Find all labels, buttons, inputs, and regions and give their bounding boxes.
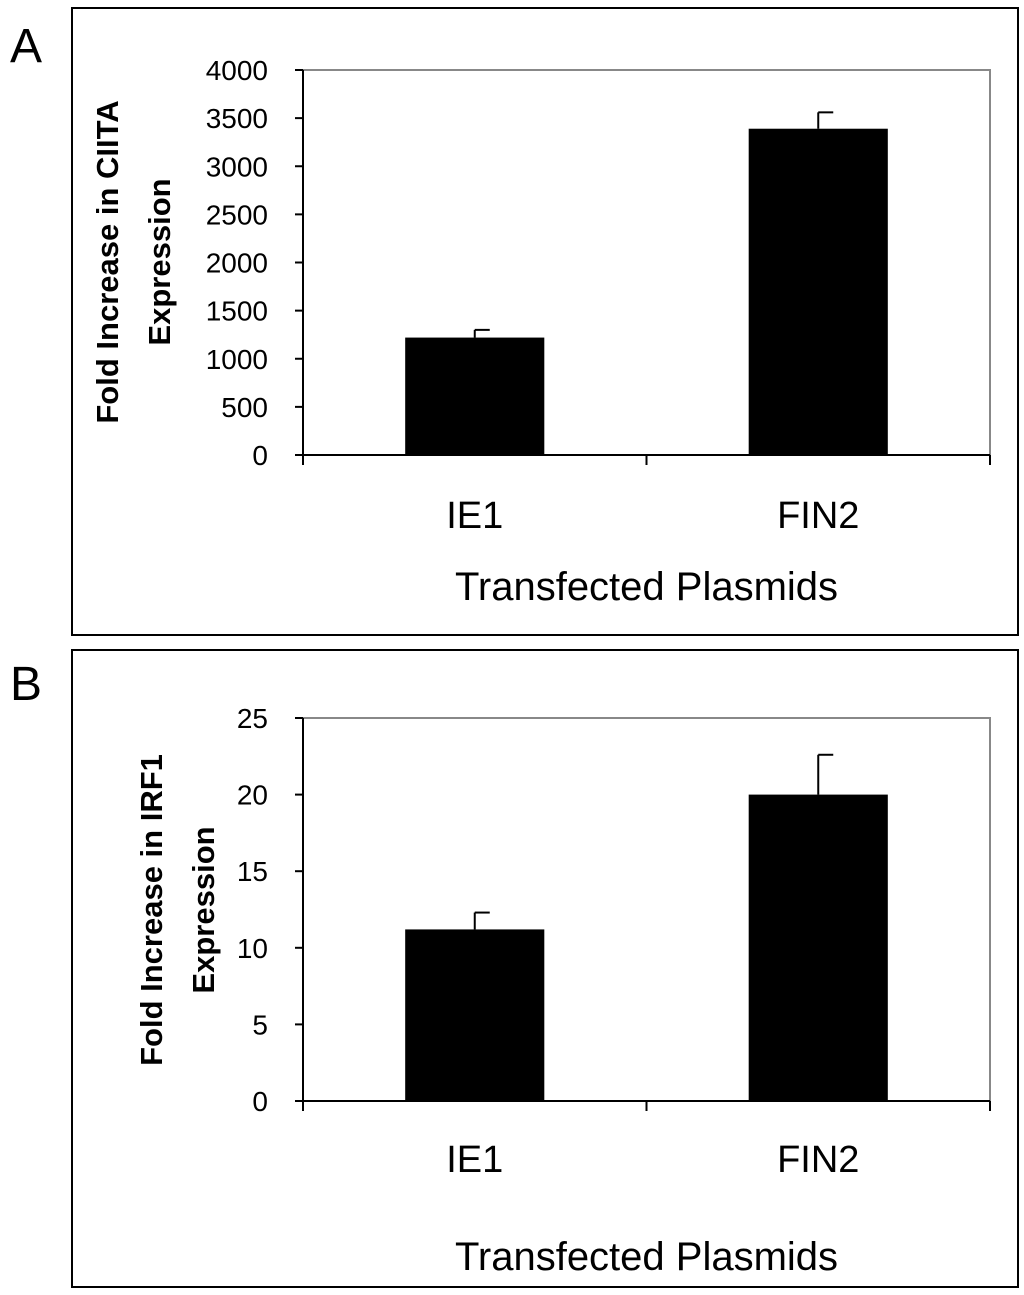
y-tick-label: 0 xyxy=(252,1086,268,1117)
x-axis-title: Transfected Plasmids xyxy=(455,1235,838,1279)
panel-b: B 0 5 10 15 20 25 IE1 FIN2 Transfected Plasmids Fo… xyxy=(10,649,1019,1288)
y-tick-label: 10 xyxy=(237,933,268,964)
y-tick-label: 15 xyxy=(237,856,268,887)
y-tick-label: 500 xyxy=(221,392,268,423)
y-tick-label: 1000 xyxy=(206,344,268,375)
panel-a: A 0 500 1000 1500 2000 2500 3000 3500 4000 IE1 FIN2… xyxy=(10,7,1019,636)
y-tick-label: 3000 xyxy=(206,151,268,182)
y-tick-label: 0 xyxy=(252,440,268,471)
y-tick-label: 5 xyxy=(252,1009,268,1040)
y-axis-title-line-1: Fold Increase in CIITA xyxy=(90,100,125,423)
panel-label: A xyxy=(10,20,42,73)
y-axis-title-line-2: Expression xyxy=(142,178,177,345)
y-axis-title-line-1: Fold Increase in IRF1 xyxy=(134,754,169,1066)
y-tick-label: 25 xyxy=(237,703,268,734)
y-tick-label: 3500 xyxy=(206,103,268,134)
panel-frame xyxy=(71,649,1019,1288)
x-tick-label-ie1: IE1 xyxy=(446,1139,503,1181)
bar-fin2 xyxy=(748,794,888,1101)
y-tick-label: 2500 xyxy=(206,199,268,230)
x-tick-label-ie1: IE1 xyxy=(446,495,503,537)
y-axis-title-line-2: Expression xyxy=(186,826,221,993)
y-tick-label: 1500 xyxy=(206,296,268,327)
x-axis-title: Transfected Plasmids xyxy=(455,565,838,609)
y-tick-label: 4000 xyxy=(206,55,268,86)
bar-ie1 xyxy=(405,929,545,1101)
panel-frame xyxy=(71,7,1019,636)
x-tick-label-fin2: FIN2 xyxy=(777,495,859,537)
x-tick-label-fin2: FIN2 xyxy=(777,1139,859,1181)
bar-ie1 xyxy=(405,337,545,455)
y-tick-label: 2000 xyxy=(206,248,268,279)
bar-fin2 xyxy=(748,128,888,455)
panel-label: B xyxy=(10,658,42,711)
y-tick-label: 20 xyxy=(237,780,268,811)
